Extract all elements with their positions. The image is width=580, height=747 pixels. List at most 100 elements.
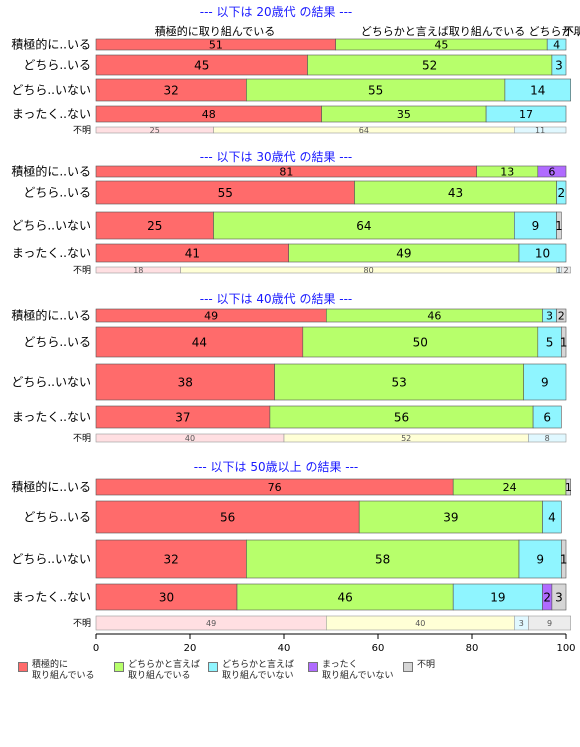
legend: 積極的に 取り組んでいる どちらかと言えば 取り組んでいる どちらかと言えば 取り組…	[18, 660, 578, 700]
bar-segment	[95, 326, 304, 358]
bar-segment	[551, 54, 567, 76]
data-label: 49	[204, 309, 218, 322]
bar-segment	[95, 539, 247, 579]
data-label: 10	[535, 246, 550, 260]
data-label: 1	[560, 552, 568, 566]
legend-label: どちらかと言えば 取り組んでいない	[222, 660, 295, 681]
data-label: 49	[396, 246, 411, 260]
top-label-2: どちらか…	[529, 25, 580, 38]
row-label: 積極的に..いる	[11, 37, 91, 52]
data-label: 38	[178, 375, 193, 389]
data-label: 30	[159, 590, 174, 604]
panel-title-3: --- 以下は 50歳以上 の結果 ---	[194, 460, 359, 474]
data-label: 11	[535, 126, 545, 135]
data-label: 55	[368, 83, 383, 97]
bar-segment	[565, 478, 571, 496]
data-label: 6	[543, 410, 551, 424]
bar-segment	[358, 500, 543, 534]
top-label-0: 積極的に取り組んでいる	[155, 24, 275, 38]
top-label-3: 不明	[563, 25, 580, 38]
data-label: 64	[359, 126, 369, 135]
data-label: 56	[394, 410, 409, 424]
legend-label: 不明	[417, 660, 436, 670]
data-label: 25	[150, 126, 160, 135]
data-label: 51	[209, 38, 223, 51]
data-label: 81	[279, 165, 293, 178]
data-label: 45	[194, 58, 209, 72]
data-label: 43	[448, 186, 463, 200]
data-label: 80	[364, 266, 374, 275]
row-label: 不明	[73, 125, 91, 136]
bar-segment	[95, 500, 360, 534]
data-label: 48	[202, 108, 216, 121]
data-label: 3	[519, 619, 524, 628]
data-label: 9	[532, 219, 540, 233]
legend-item: どちらかと言えば 取り組んでいる	[114, 660, 200, 682]
legend-swatch	[18, 662, 28, 672]
data-label: 64	[356, 219, 371, 233]
row-label: 積極的に..いる	[11, 164, 91, 179]
row-label: 積極的に..いる	[11, 308, 91, 323]
row-label: どちら..いる	[23, 186, 91, 200]
data-label: 40	[185, 434, 195, 443]
bar-segment	[556, 308, 567, 323]
data-label: 32	[164, 552, 179, 566]
bar-segment	[213, 211, 515, 240]
row-label: まったく..ない	[12, 410, 91, 424]
row-label: どちら..いない	[11, 219, 91, 233]
bar-segment	[95, 583, 238, 611]
data-label: 44	[192, 335, 207, 349]
bar-segment	[95, 211, 214, 240]
bar-segment	[532, 405, 562, 429]
data-label: 40	[415, 619, 425, 628]
data-label: 56	[220, 510, 235, 524]
bar-segment	[246, 539, 520, 579]
data-label: 52	[401, 434, 411, 443]
data-label: 35	[397, 108, 411, 121]
data-label: 37	[175, 410, 190, 424]
bar-segment	[537, 165, 567, 178]
data-label: 24	[503, 481, 517, 494]
data-label: 52	[422, 58, 437, 72]
data-label: 17	[519, 108, 533, 121]
data-label: 6	[548, 165, 555, 178]
bar-segment	[560, 539, 567, 579]
data-label: 2	[543, 590, 551, 604]
data-label: 3	[546, 309, 553, 322]
bar-segment	[546, 38, 567, 51]
data-label: 13	[500, 165, 514, 178]
bar-segment	[560, 266, 571, 274]
bar-segment	[556, 211, 562, 240]
panel-title-2: --- 以下は 40歳代 の結果 ---	[200, 292, 353, 306]
data-label: 4	[553, 38, 560, 51]
bar-segment	[528, 433, 567, 443]
legend-label: どちらかと言えば 取り組んでいる	[128, 660, 201, 681]
row-label: 不明	[73, 433, 91, 444]
legend-item: 不明	[403, 660, 435, 672]
row-label: まったく..ない	[12, 246, 91, 260]
data-label: 1	[560, 335, 568, 349]
bar-segment	[518, 243, 567, 263]
legend-item: まったく 取り組んでいない	[308, 660, 394, 682]
data-label: 45	[434, 38, 448, 51]
x-tick-label: 60	[372, 643, 385, 654]
data-label: 1	[555, 219, 563, 233]
x-tick-label: 40	[278, 643, 291, 654]
x-tick-label: 100	[556, 643, 575, 654]
x-tick-label: 0	[93, 643, 99, 654]
bar-segment	[485, 105, 567, 123]
data-label: 5	[546, 335, 554, 349]
data-label: 8	[545, 434, 550, 443]
bar-segment	[504, 78, 571, 102]
data-label: 2	[557, 186, 565, 200]
data-label: 14	[530, 83, 545, 97]
data-label: 2	[558, 309, 565, 322]
data-label: 46	[427, 309, 441, 322]
panel-title-0: --- 以下は 20歳代 の結果 ---	[200, 5, 353, 19]
bar-segment	[560, 326, 567, 358]
x-tick-label: 80	[466, 643, 479, 654]
data-label: 46	[337, 590, 352, 604]
data-label: 9	[547, 619, 552, 628]
row-label: どちら..いない	[11, 552, 91, 566]
bar-segment	[542, 500, 562, 534]
